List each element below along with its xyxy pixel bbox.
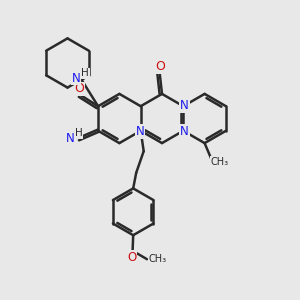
Text: O: O: [128, 250, 136, 264]
Text: CH₃: CH₃: [148, 254, 166, 264]
Text: H: H: [75, 128, 83, 138]
Text: N: N: [72, 71, 81, 85]
Text: CH₃: CH₃: [211, 157, 229, 167]
Text: N: N: [66, 132, 75, 145]
Text: N: N: [180, 99, 189, 112]
Text: N: N: [135, 125, 144, 138]
Text: O: O: [155, 60, 165, 73]
Text: O: O: [74, 82, 84, 95]
Text: N: N: [180, 125, 189, 138]
Text: H: H: [81, 68, 89, 78]
